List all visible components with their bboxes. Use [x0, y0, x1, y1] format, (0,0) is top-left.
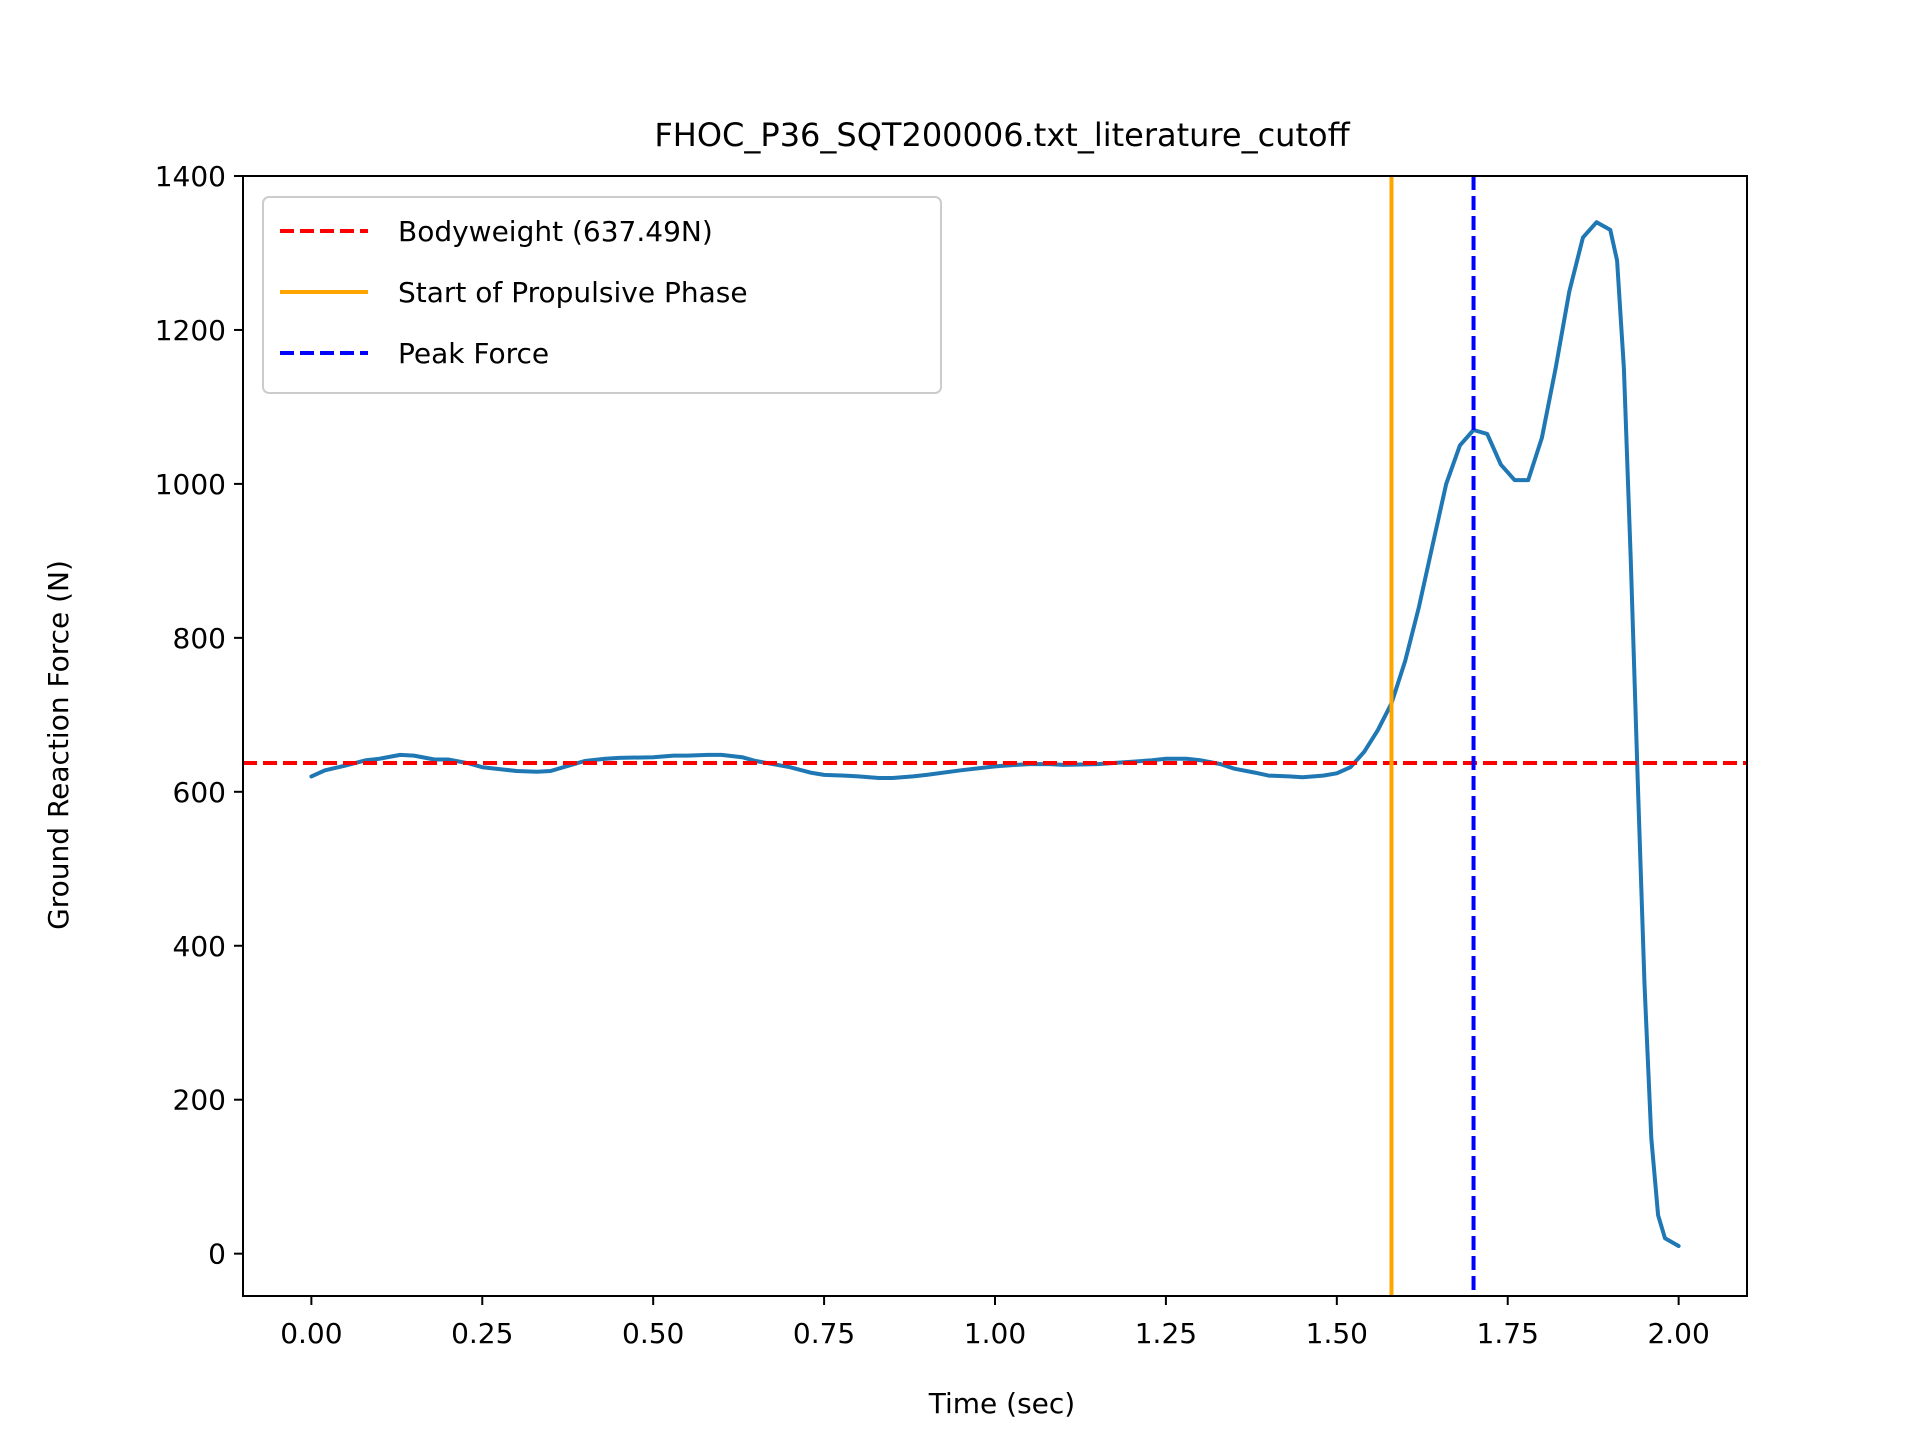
y-axis-label: Ground Reaction Force (N) [42, 560, 75, 930]
legend-box [262, 196, 942, 394]
y-tick-label: 0 [208, 1238, 226, 1271]
y-tick-label: 800 [173, 622, 226, 655]
x-tick-label: 1.75 [1477, 1317, 1539, 1350]
y-tick-label: 400 [173, 930, 226, 963]
x-tick-label: 0.50 [622, 1317, 684, 1350]
y-tick-label: 200 [173, 1084, 226, 1117]
x-tick-label: 1.50 [1306, 1317, 1368, 1350]
axes: 0.00 0.25 0.50 0.75 1.00 1.25 1.50 1.75 2.00 0 200… [155, 160, 1748, 1350]
x-tick-label: 1.00 [964, 1317, 1026, 1350]
legend-bodyweight-label: Bodyweight (637.49N) [398, 215, 713, 248]
x-tick-label: 0.00 [280, 1317, 342, 1350]
x-tick-label: 1.25 [1135, 1317, 1197, 1350]
chart-title: FHOC_P36_SQT200006.txt_literature_cutoff [654, 116, 1350, 154]
legend: Bodyweight (637.49N) Start of Propulsive… [262, 196, 942, 394]
x-tick-label: 0.75 [793, 1317, 855, 1350]
legend-peak-force-label: Peak Force [398, 337, 549, 370]
x-tick-label: 2.00 [1647, 1317, 1709, 1350]
y-tick-label: 1000 [155, 468, 226, 501]
reference-lines [243, 176, 1747, 1296]
y-tick-label: 1200 [155, 314, 226, 347]
y-tick-label: 600 [173, 776, 226, 809]
x-axis-label: Time (sec) [928, 1387, 1075, 1420]
x-tick-label: 0.25 [451, 1317, 513, 1350]
legend-propulsive-label: Start of Propulsive Phase [398, 276, 748, 309]
y-tick-label: 1400 [155, 160, 226, 193]
